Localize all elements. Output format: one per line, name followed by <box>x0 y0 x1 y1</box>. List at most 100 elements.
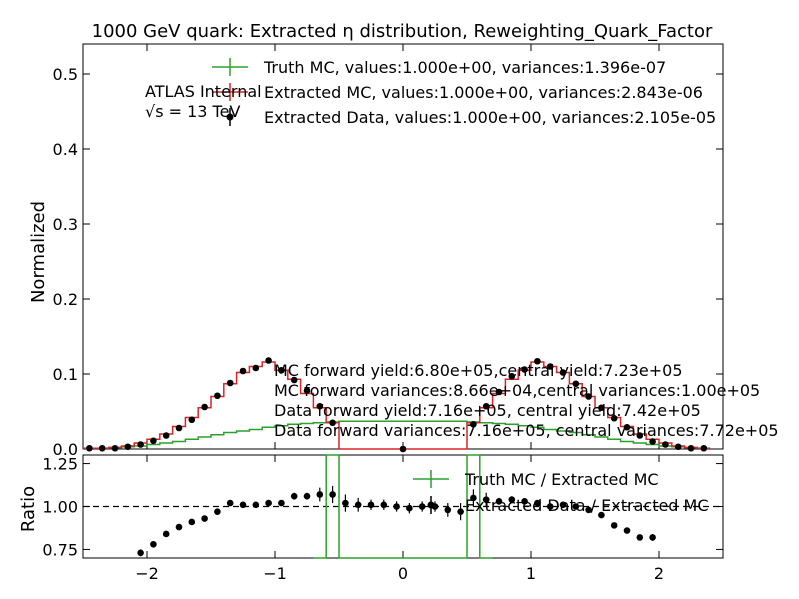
ratio-data-point <box>137 549 144 557</box>
data-point <box>546 363 554 370</box>
data-point <box>150 437 157 445</box>
ratio-data-point <box>457 508 464 515</box>
data-point <box>124 443 132 451</box>
ratio-data-point <box>278 499 285 507</box>
ratio-data-point <box>495 498 503 505</box>
data-point <box>623 423 631 431</box>
energy-label: √s = 13 TeV <box>145 102 240 121</box>
data-point <box>201 403 208 411</box>
main-x-axis <box>146 44 660 449</box>
data-point <box>265 357 272 364</box>
data-point <box>290 376 298 384</box>
ratio-data-point <box>342 499 349 507</box>
data-point <box>495 388 503 396</box>
x-tick-label: 2 <box>654 564 664 583</box>
x-tick-label: 0 <box>398 564 408 583</box>
ratio-y-tick-label: 1.00 <box>42 498 78 517</box>
atlas-label: ATLAS Internal <box>145 82 262 101</box>
data-point <box>252 364 260 372</box>
data-point <box>674 443 682 451</box>
y-tick-label: 0.1 <box>53 365 78 384</box>
data-point <box>175 424 183 432</box>
data-point <box>649 438 656 445</box>
ratio-data-point <box>316 491 324 498</box>
ratio-data-point <box>201 515 208 522</box>
main-y-axis-label: Normalized <box>28 201 49 303</box>
data-point <box>214 392 221 400</box>
data-point <box>278 366 285 374</box>
legend-entry-data-ratio: Extracted Data / Extracted MC <box>427 496 709 515</box>
y-tick-label: 0.0 <box>53 440 78 459</box>
data-point <box>137 441 144 448</box>
ratio-y-axis: 0.75 1.00 1.25 <box>42 455 723 559</box>
ratio-data-point <box>380 501 388 509</box>
legend-label-truth-mc: Truth MC, values:1.000e+00, variances:1.… <box>263 58 666 77</box>
ratio-legend: Truth MC / Extracted MC Extracted Data /… <box>413 470 709 515</box>
ratio-panel: 0.75 1.00 1.25 −2 −1 0 1 2 Ratio Truth MC / Ex… <box>18 454 724 583</box>
ratio-data-point <box>367 501 375 509</box>
legend-entry-extracted-mc: Extracted MC, values:1.000e+00, variance… <box>212 83 703 102</box>
ratio-x-axis: −2 −1 0 1 2 <box>135 455 664 583</box>
data-point <box>162 432 170 439</box>
chart-title: 1000 GeV quark: Extracted η distribution… <box>92 21 713 42</box>
data-point <box>700 444 708 452</box>
data-point <box>636 432 644 439</box>
data-point <box>188 416 196 424</box>
legend-label-truth-ratio: Truth MC / Extracted MC <box>464 470 659 489</box>
ratio-data-point <box>598 511 605 519</box>
ratio-data-point <box>175 523 183 531</box>
ratio-data-point <box>444 506 452 514</box>
ratio-data-point <box>521 498 528 505</box>
ratio-data-point <box>623 527 631 534</box>
y-tick-label: 0.2 <box>53 290 78 309</box>
x-tick-label: 1 <box>526 564 536 583</box>
ratio-data-point <box>649 534 656 541</box>
ratio-data-point <box>418 503 426 510</box>
data-point <box>521 366 528 373</box>
yield-annotation-2: MC forward variances:8.66e+04,central va… <box>274 381 760 400</box>
x-tick-label: −2 <box>135 564 159 583</box>
data-point <box>239 367 247 375</box>
legend-label-data-ratio: Extracted Data / Extracted MC <box>465 496 709 515</box>
data-point <box>86 444 93 452</box>
data-point <box>399 445 407 453</box>
yield-annotation-3: Data forward yield:7.16e+05, central yie… <box>274 401 701 420</box>
ratio-data-point <box>329 491 336 498</box>
data-point <box>662 441 669 448</box>
main-panel: 0.0 0.1 0.2 0.3 0.4 0.5 Normalized Truth MC, … <box>28 43 779 459</box>
y-tick-label: 0.5 <box>53 65 78 84</box>
ratio-data-point <box>610 522 618 529</box>
ratio-series-group <box>83 454 723 559</box>
data-point <box>316 402 324 410</box>
ratio-data-point <box>508 496 516 503</box>
ratio-data-point <box>393 503 400 510</box>
truth-mc-step-line <box>83 420 711 449</box>
truth-ratio-step-line <box>313 454 493 559</box>
ratio-data-point <box>290 492 298 500</box>
ratio-data-point <box>265 499 272 507</box>
ratio-data-point <box>636 534 644 541</box>
ratio-data-point <box>354 501 362 509</box>
ratio-data-point <box>585 506 592 514</box>
data-point <box>508 372 516 380</box>
ratio-data-point <box>188 518 196 526</box>
data-point <box>482 402 490 410</box>
main-legend: Truth MC, values:1.000e+00, variances:1.… <box>212 58 716 127</box>
legend-entry-extracted-data: Extracted Data, values:1.000e+00, varian… <box>226 108 716 127</box>
data-point <box>98 444 106 452</box>
ratio-data-point <box>559 501 567 509</box>
ratio-y-tick-label: 0.75 <box>42 540 78 559</box>
main-y-axis: 0.0 0.1 0.2 0.3 0.4 0.5 <box>53 65 723 459</box>
ratio-data-point <box>546 503 554 510</box>
legend-label-extracted-data: Extracted Data, values:1.000e+00, varian… <box>264 108 716 127</box>
yield-annotation-4: Data forward variances:7.16e+05, central… <box>274 421 779 440</box>
ratio-data-point <box>572 503 580 510</box>
data-point <box>572 380 580 388</box>
ratio-y-axis-label: Ratio <box>18 486 39 532</box>
data-point <box>687 444 695 452</box>
ratio-data-point <box>303 492 311 500</box>
data-point <box>329 419 336 427</box>
data-point <box>470 420 477 428</box>
ratio-data-point <box>150 540 157 548</box>
